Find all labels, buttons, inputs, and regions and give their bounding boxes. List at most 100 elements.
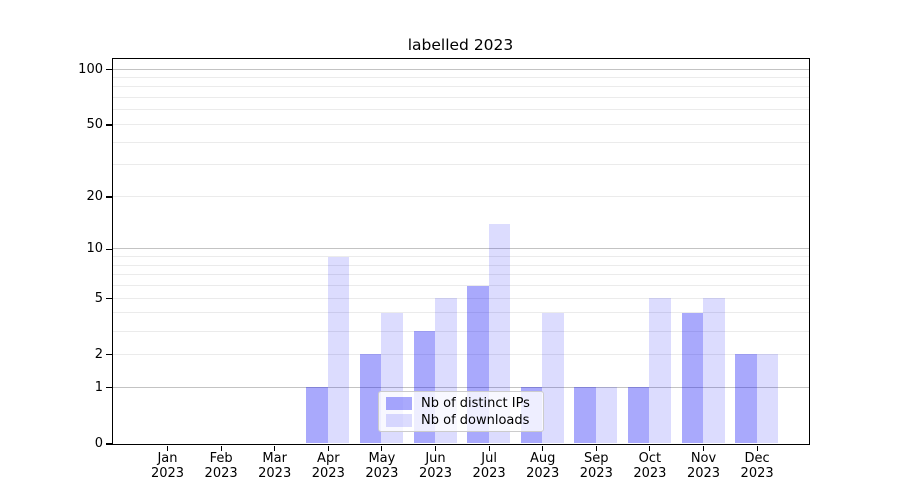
x-tick-label: Jan 2023 — [138, 451, 198, 481]
y-gridline-minor — [112, 264, 809, 266]
y-gridline-minor — [112, 85, 809, 87]
legend-label-distinct-ips: Nb of distinct IPs — [421, 396, 530, 411]
legend-label-downloads: Nb of downloads — [421, 413, 530, 428]
x-tick-mark — [166, 445, 169, 451]
y-gridline-minor — [112, 284, 809, 286]
y-gridline-minor — [112, 108, 809, 110]
x-tick-label-year: 2023 — [204, 466, 238, 481]
bar-nb-of-downloads — [703, 298, 725, 444]
bar-nb-of-distinct-ips — [681, 312, 703, 444]
x-tick-mark — [381, 445, 383, 451]
y-tick-label: 20 — [86, 188, 103, 204]
y-tick-mark — [105, 387, 112, 389]
legend-item-distinct-ips: Nb of distinct IPs — [379, 395, 543, 412]
x-tick-label-month: Feb — [209, 451, 233, 466]
bar-nb-of-distinct-ips — [574, 387, 596, 444]
x-tick-label: Apr 2023 — [298, 451, 358, 481]
y-tick-mark — [105, 298, 112, 300]
x-tick-label-year: 2023 — [472, 466, 506, 481]
bar-nb-of-downloads — [649, 298, 671, 444]
y-tick-mark — [105, 196, 112, 198]
x-tick-label-month: Jan — [157, 451, 178, 466]
x-tick-label: Dec 2023 — [727, 451, 787, 481]
bar-nb-of-downloads — [327, 256, 350, 444]
x-tick-label: Feb 2023 — [191, 451, 251, 481]
x-tick-label-month: Nov — [690, 451, 717, 466]
y-gridline-minor — [112, 195, 809, 197]
y-gridline-minor — [112, 353, 809, 355]
x-tick-mark — [434, 445, 437, 451]
y-gridline-minor — [112, 96, 809, 98]
x-tick-label-month: Oct — [638, 451, 662, 466]
bar-nb-of-downloads — [756, 354, 779, 444]
x-tick-label-year: 2023 — [740, 466, 774, 481]
chart-title: labelled 2023 — [407, 36, 514, 54]
x-tick-label-month: Mar — [262, 451, 287, 466]
x-tick-label-year: 2023 — [579, 466, 613, 481]
x-tick-label-month: Jun — [425, 451, 446, 466]
y-gridline-major — [112, 386, 809, 388]
x-tick-label: Sep 2023 — [566, 451, 626, 481]
legend-swatch-distinct-ips — [386, 397, 412, 410]
y-gridline-minor — [112, 76, 809, 78]
bar-nb-of-downloads — [595, 387, 618, 444]
bar-nb-of-distinct-ips — [735, 354, 757, 444]
y-gridline-minor — [112, 311, 809, 313]
gridlines-layer — [112, 59, 809, 444]
y-tick-label: 2 — [94, 346, 103, 362]
x-tick-label-month: May — [368, 451, 396, 466]
x-tick-label-month: Sep — [584, 451, 609, 466]
bar-nb-of-distinct-ips — [306, 387, 328, 444]
y-gridline-minor — [112, 123, 809, 125]
y-tick-label: 100 — [78, 61, 103, 77]
bars-layer — [113, 59, 809, 444]
y-tick-mark — [105, 443, 112, 445]
x-tick-label-month: Aug — [529, 451, 556, 466]
x-tick-mark — [649, 445, 651, 451]
y-tick-label: 50 — [86, 116, 103, 132]
x-tick-label-year: 2023 — [633, 466, 667, 481]
plot-area — [111, 57, 810, 445]
x-tick-mark — [220, 445, 222, 451]
x-tick-label-year: 2023 — [526, 466, 560, 481]
x-tick-mark — [327, 445, 329, 451]
y-tick-label: 1 — [94, 379, 103, 395]
y-gridline-major — [112, 247, 809, 249]
y-gridline-minor — [112, 255, 809, 257]
y-gridline-minor — [112, 163, 809, 165]
bar-nb-of-downloads — [542, 312, 564, 444]
x-tick-label-year: 2023 — [418, 466, 453, 481]
x-tick-label-year: 2023 — [150, 466, 185, 481]
y-gridline-minor — [112, 330, 809, 332]
y-tick-label: 10 — [86, 241, 103, 257]
x-tick-label-year: 2023 — [365, 466, 399, 481]
x-tick-label: Nov 2023 — [674, 451, 734, 481]
x-tick-label-month: Dec — [744, 451, 770, 466]
y-tick-mark — [105, 248, 112, 251]
x-tick-mark — [702, 445, 705, 451]
x-tick-label-month: Jul — [481, 451, 497, 466]
x-tick-label: Jun 2023 — [406, 451, 466, 481]
y-tick-label: 0 — [94, 436, 103, 451]
x-tick-mark — [595, 445, 597, 451]
y-tick-mark — [105, 354, 112, 356]
x-tick-mark — [756, 445, 758, 451]
bar-nb-of-downloads — [488, 223, 511, 444]
y-gridline-minor — [112, 141, 809, 143]
y-gridline-major — [112, 68, 809, 70]
x-tick-label-year: 2023 — [311, 466, 345, 481]
x-tick-label-month: Apr — [317, 451, 340, 466]
y-gridline-minor — [112, 273, 809, 275]
x-tick-mark — [274, 445, 276, 451]
legend: Nb of distinct IPs Nb of downloads — [378, 391, 544, 432]
y-gridline-minor — [112, 297, 809, 299]
legend-item-downloads: Nb of downloads — [379, 412, 543, 429]
y-tick-mark — [105, 124, 112, 126]
x-tick-mark — [488, 445, 490, 451]
x-tick-label: Mar 2023 — [245, 451, 305, 481]
y-tick-mark — [105, 68, 112, 71]
x-tick-label: Aug 2023 — [513, 451, 573, 481]
x-tick-label: May 2023 — [352, 451, 412, 481]
x-tick-mark — [542, 445, 544, 451]
